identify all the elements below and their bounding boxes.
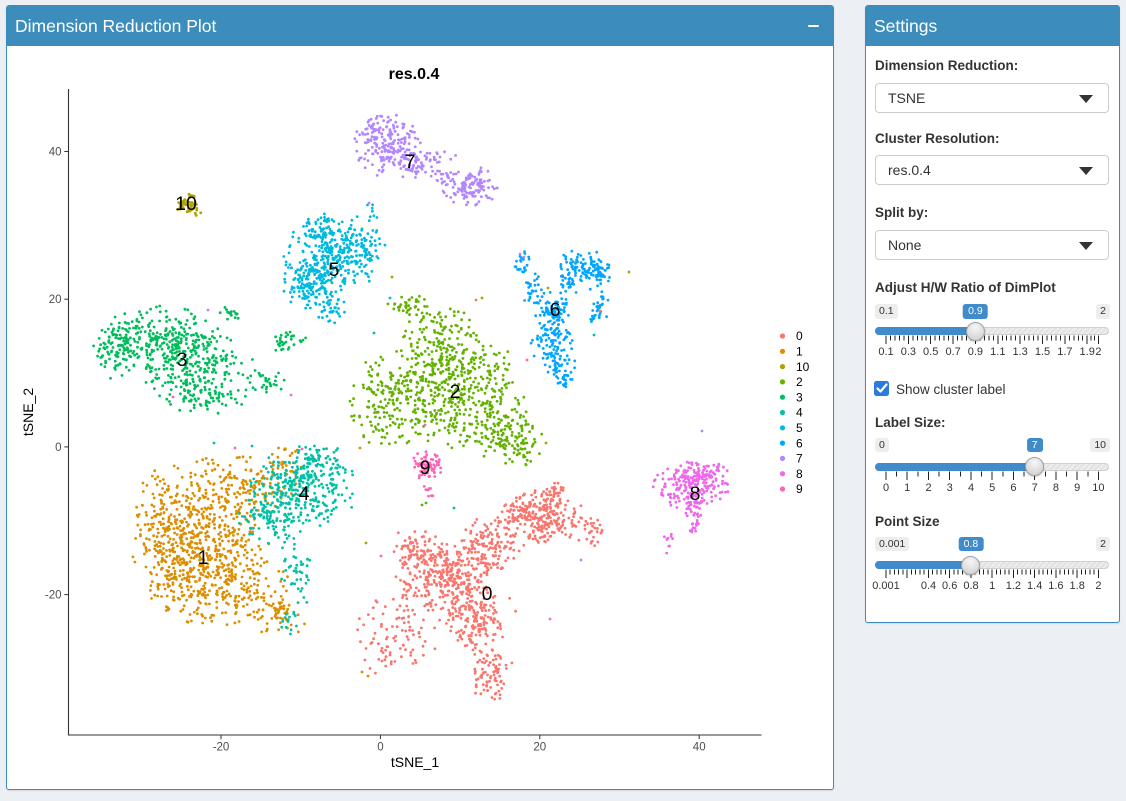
- svg-text:-20: -20: [45, 590, 62, 602]
- svg-text:tSNE_2: tSNE_2: [20, 388, 36, 436]
- svg-text:10: 10: [175, 193, 197, 215]
- svg-text:0: 0: [55, 442, 61, 454]
- svg-text:0: 0: [482, 583, 493, 605]
- svg-text:9: 9: [420, 457, 431, 479]
- svg-text:7: 7: [405, 151, 416, 173]
- svg-text:20: 20: [49, 294, 62, 306]
- svg-text:40: 40: [693, 742, 706, 754]
- svg-text:3: 3: [796, 390, 803, 404]
- svg-text:0: 0: [377, 742, 383, 754]
- svg-text:8: 8: [690, 483, 701, 505]
- svg-text:4: 4: [299, 483, 310, 505]
- svg-text:7: 7: [796, 452, 803, 466]
- svg-text:40: 40: [49, 147, 62, 159]
- svg-text:9: 9: [796, 482, 803, 496]
- svg-text:1: 1: [796, 345, 803, 359]
- svg-text:tSNE_1: tSNE_1: [391, 754, 439, 770]
- svg-text:6: 6: [796, 436, 803, 450]
- svg-text:4: 4: [796, 406, 803, 420]
- svg-text:1: 1: [198, 547, 209, 569]
- svg-text:-20: -20: [213, 742, 230, 754]
- svg-text:20: 20: [533, 742, 546, 754]
- svg-text:res.0.4: res.0.4: [389, 66, 440, 83]
- svg-text:5: 5: [329, 259, 340, 281]
- svg-text:8: 8: [796, 467, 803, 481]
- svg-text:3: 3: [177, 349, 188, 371]
- svg-text:2: 2: [796, 375, 803, 389]
- svg-text:6: 6: [550, 299, 561, 321]
- svg-text:5: 5: [796, 421, 803, 435]
- svg-text:0: 0: [796, 329, 803, 343]
- svg-text:10: 10: [796, 360, 810, 374]
- svg-text:2: 2: [450, 381, 461, 403]
